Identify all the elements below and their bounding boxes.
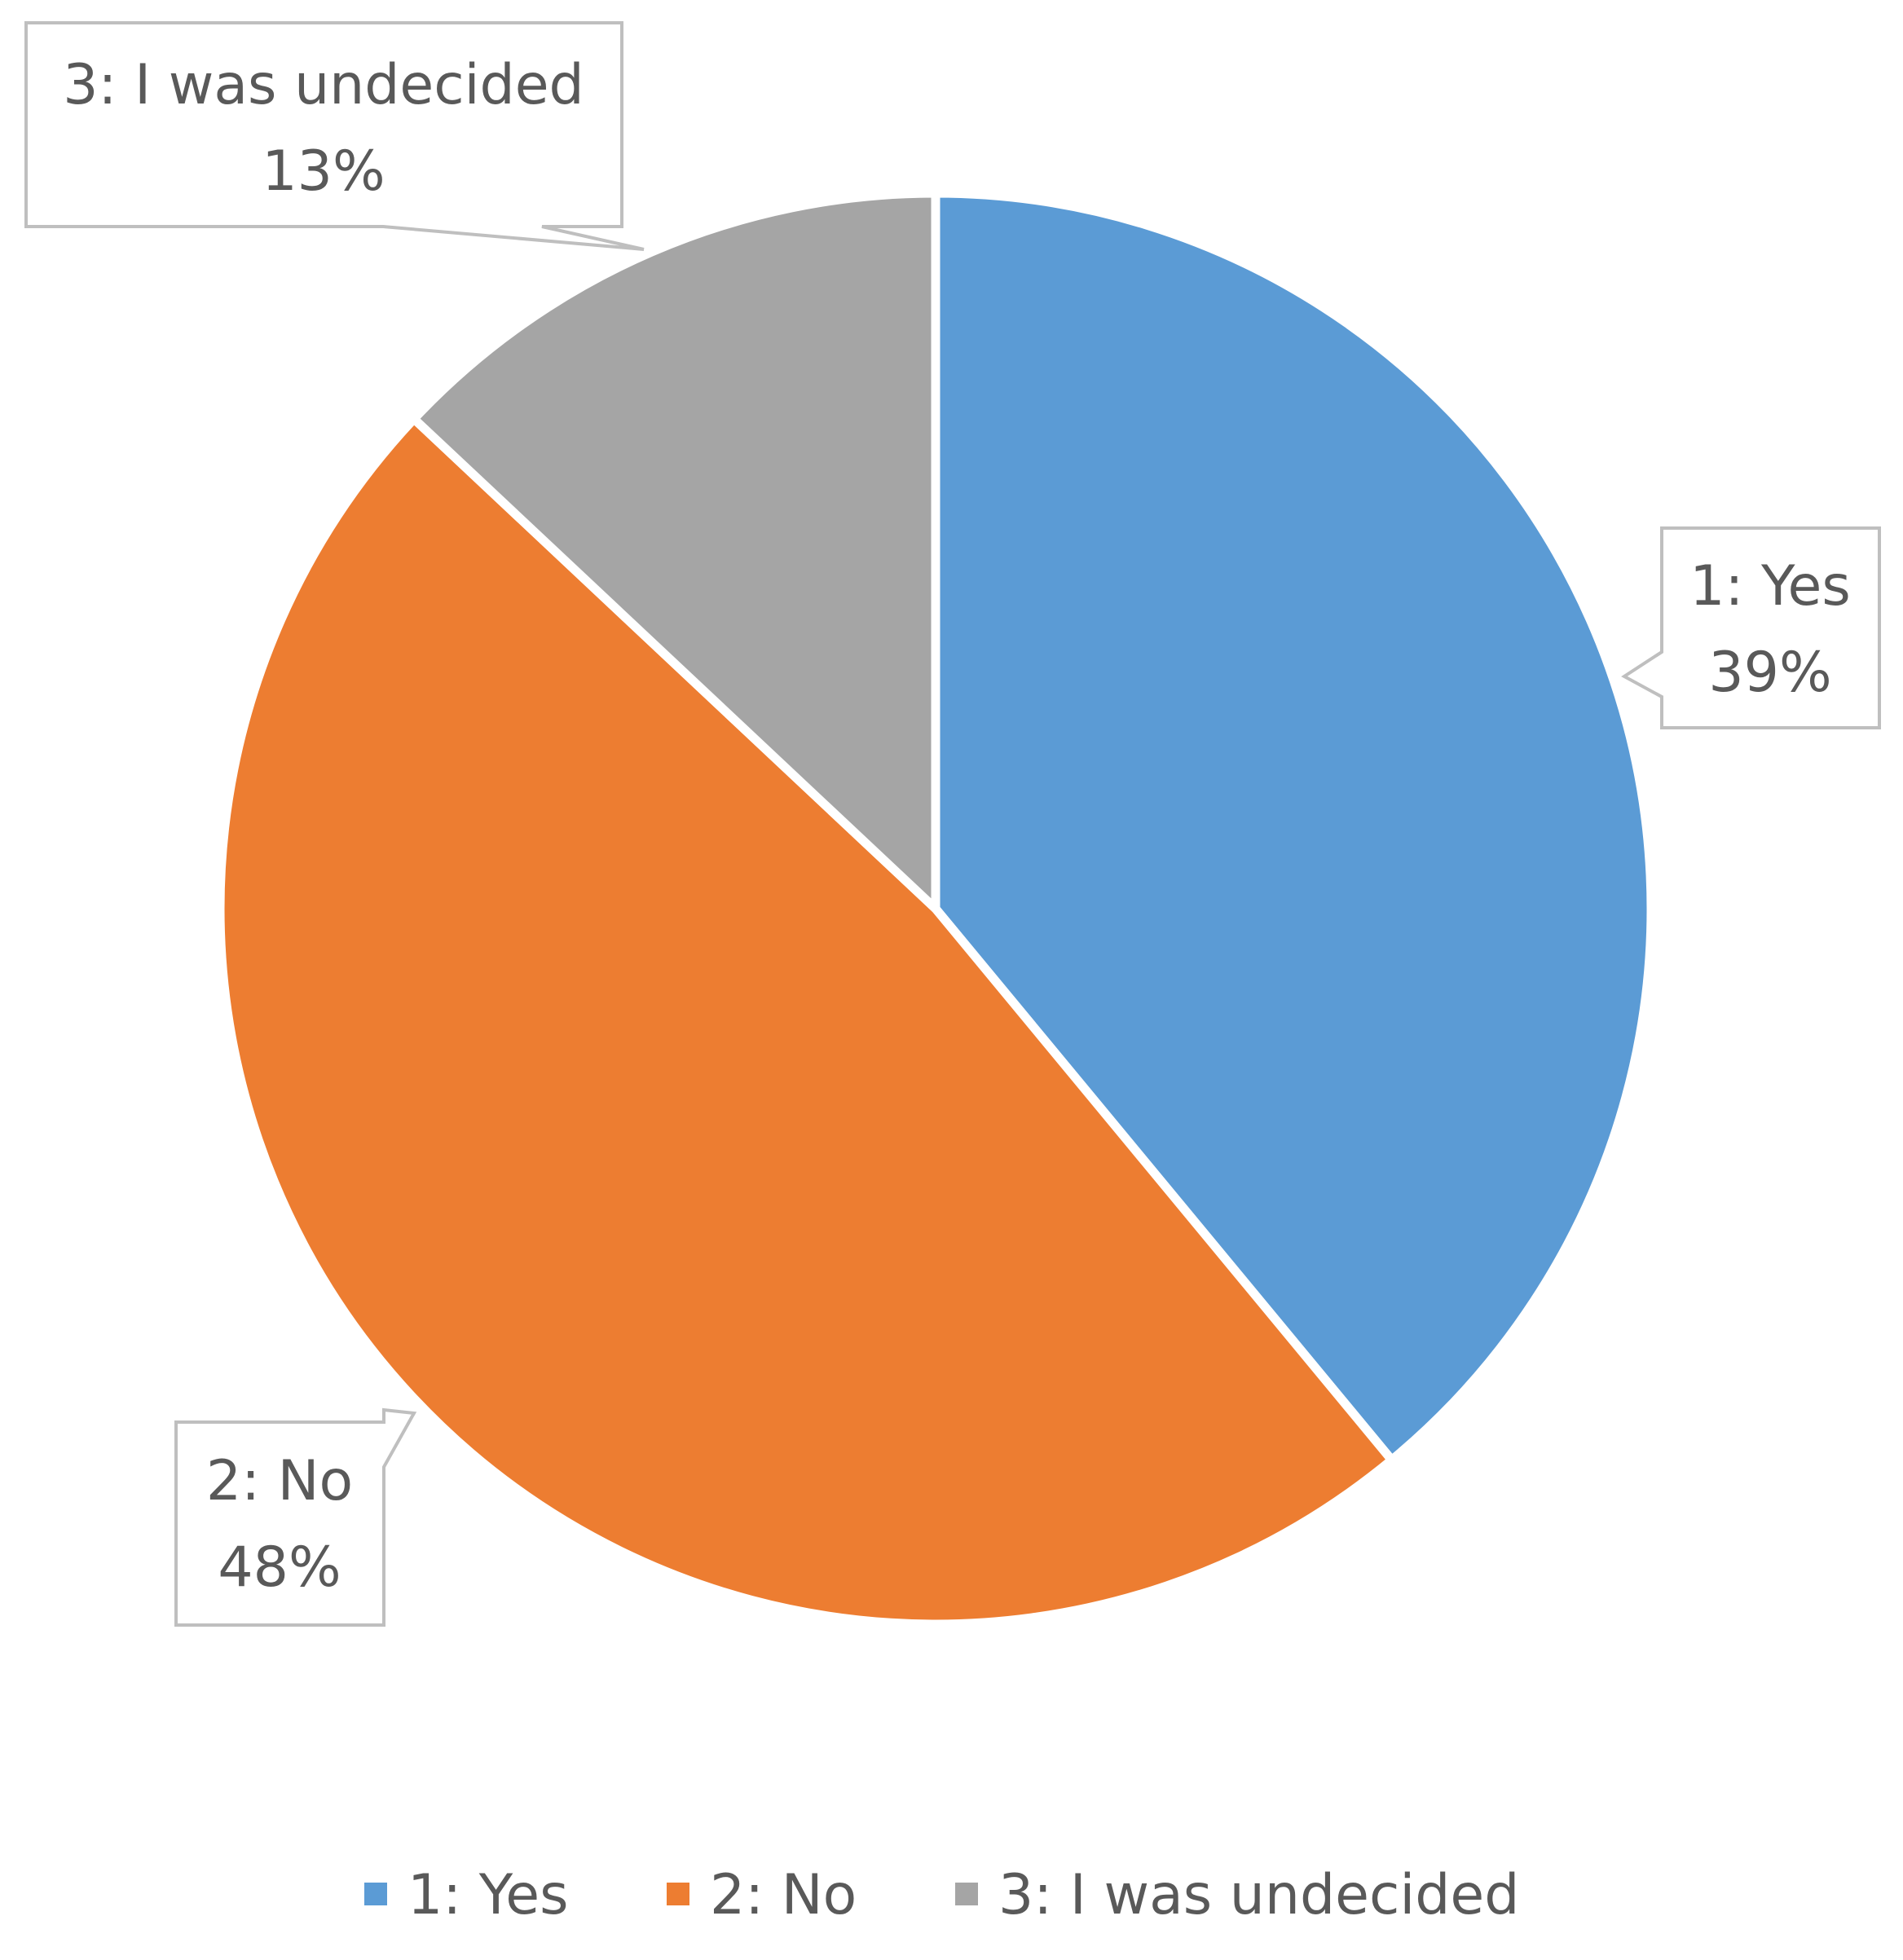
legend-swatch-undecided: [955, 1883, 978, 1905]
data-label-yes-category: 1: Yes: [1689, 554, 1851, 619]
data-label-undecided-category: 3: I was undecided: [63, 53, 584, 117]
data-label-yes-percent: 39%: [1708, 641, 1831, 705]
pie-slice-yes: [931, 188, 1656, 1465]
pie-slice-undecided: [409, 188, 940, 914]
legend-item-no: 2: No: [667, 1863, 857, 1927]
legend-label-undecided: 3: I was undecided: [998, 1863, 1519, 1927]
data-label-no: 2: No 48%: [174, 1407, 417, 1627]
slices-layer: [215, 188, 1656, 1629]
legend-label-yes: 1: Yes: [407, 1863, 569, 1927]
data-label-no-box: [174, 1407, 417, 1627]
legend-item-undecided: 3: I was undecided: [955, 1863, 1519, 1927]
legend-swatch-yes: [364, 1883, 387, 1905]
data-label-undecided: 3: I was undecided 13%: [24, 21, 645, 251]
data-label-no-category: 2: No: [206, 1449, 353, 1513]
legend-item-yes: 1: Yes: [364, 1863, 569, 1927]
legend-label-no: 2: No: [710, 1863, 857, 1927]
data-label-undecided-percent: 13%: [262, 139, 385, 204]
legend-swatch-no: [667, 1883, 689, 1905]
legend: 1: Yes 2: No 3: I was undecided: [364, 1863, 1519, 1927]
pie-slice-no: [215, 414, 1397, 1629]
data-label-yes: 1: Yes 39%: [1621, 526, 1881, 729]
data-label-no-percent: 48%: [218, 1535, 341, 1600]
data-label-undecided-box: [24, 21, 645, 251]
data-label-yes-box: [1621, 526, 1881, 729]
